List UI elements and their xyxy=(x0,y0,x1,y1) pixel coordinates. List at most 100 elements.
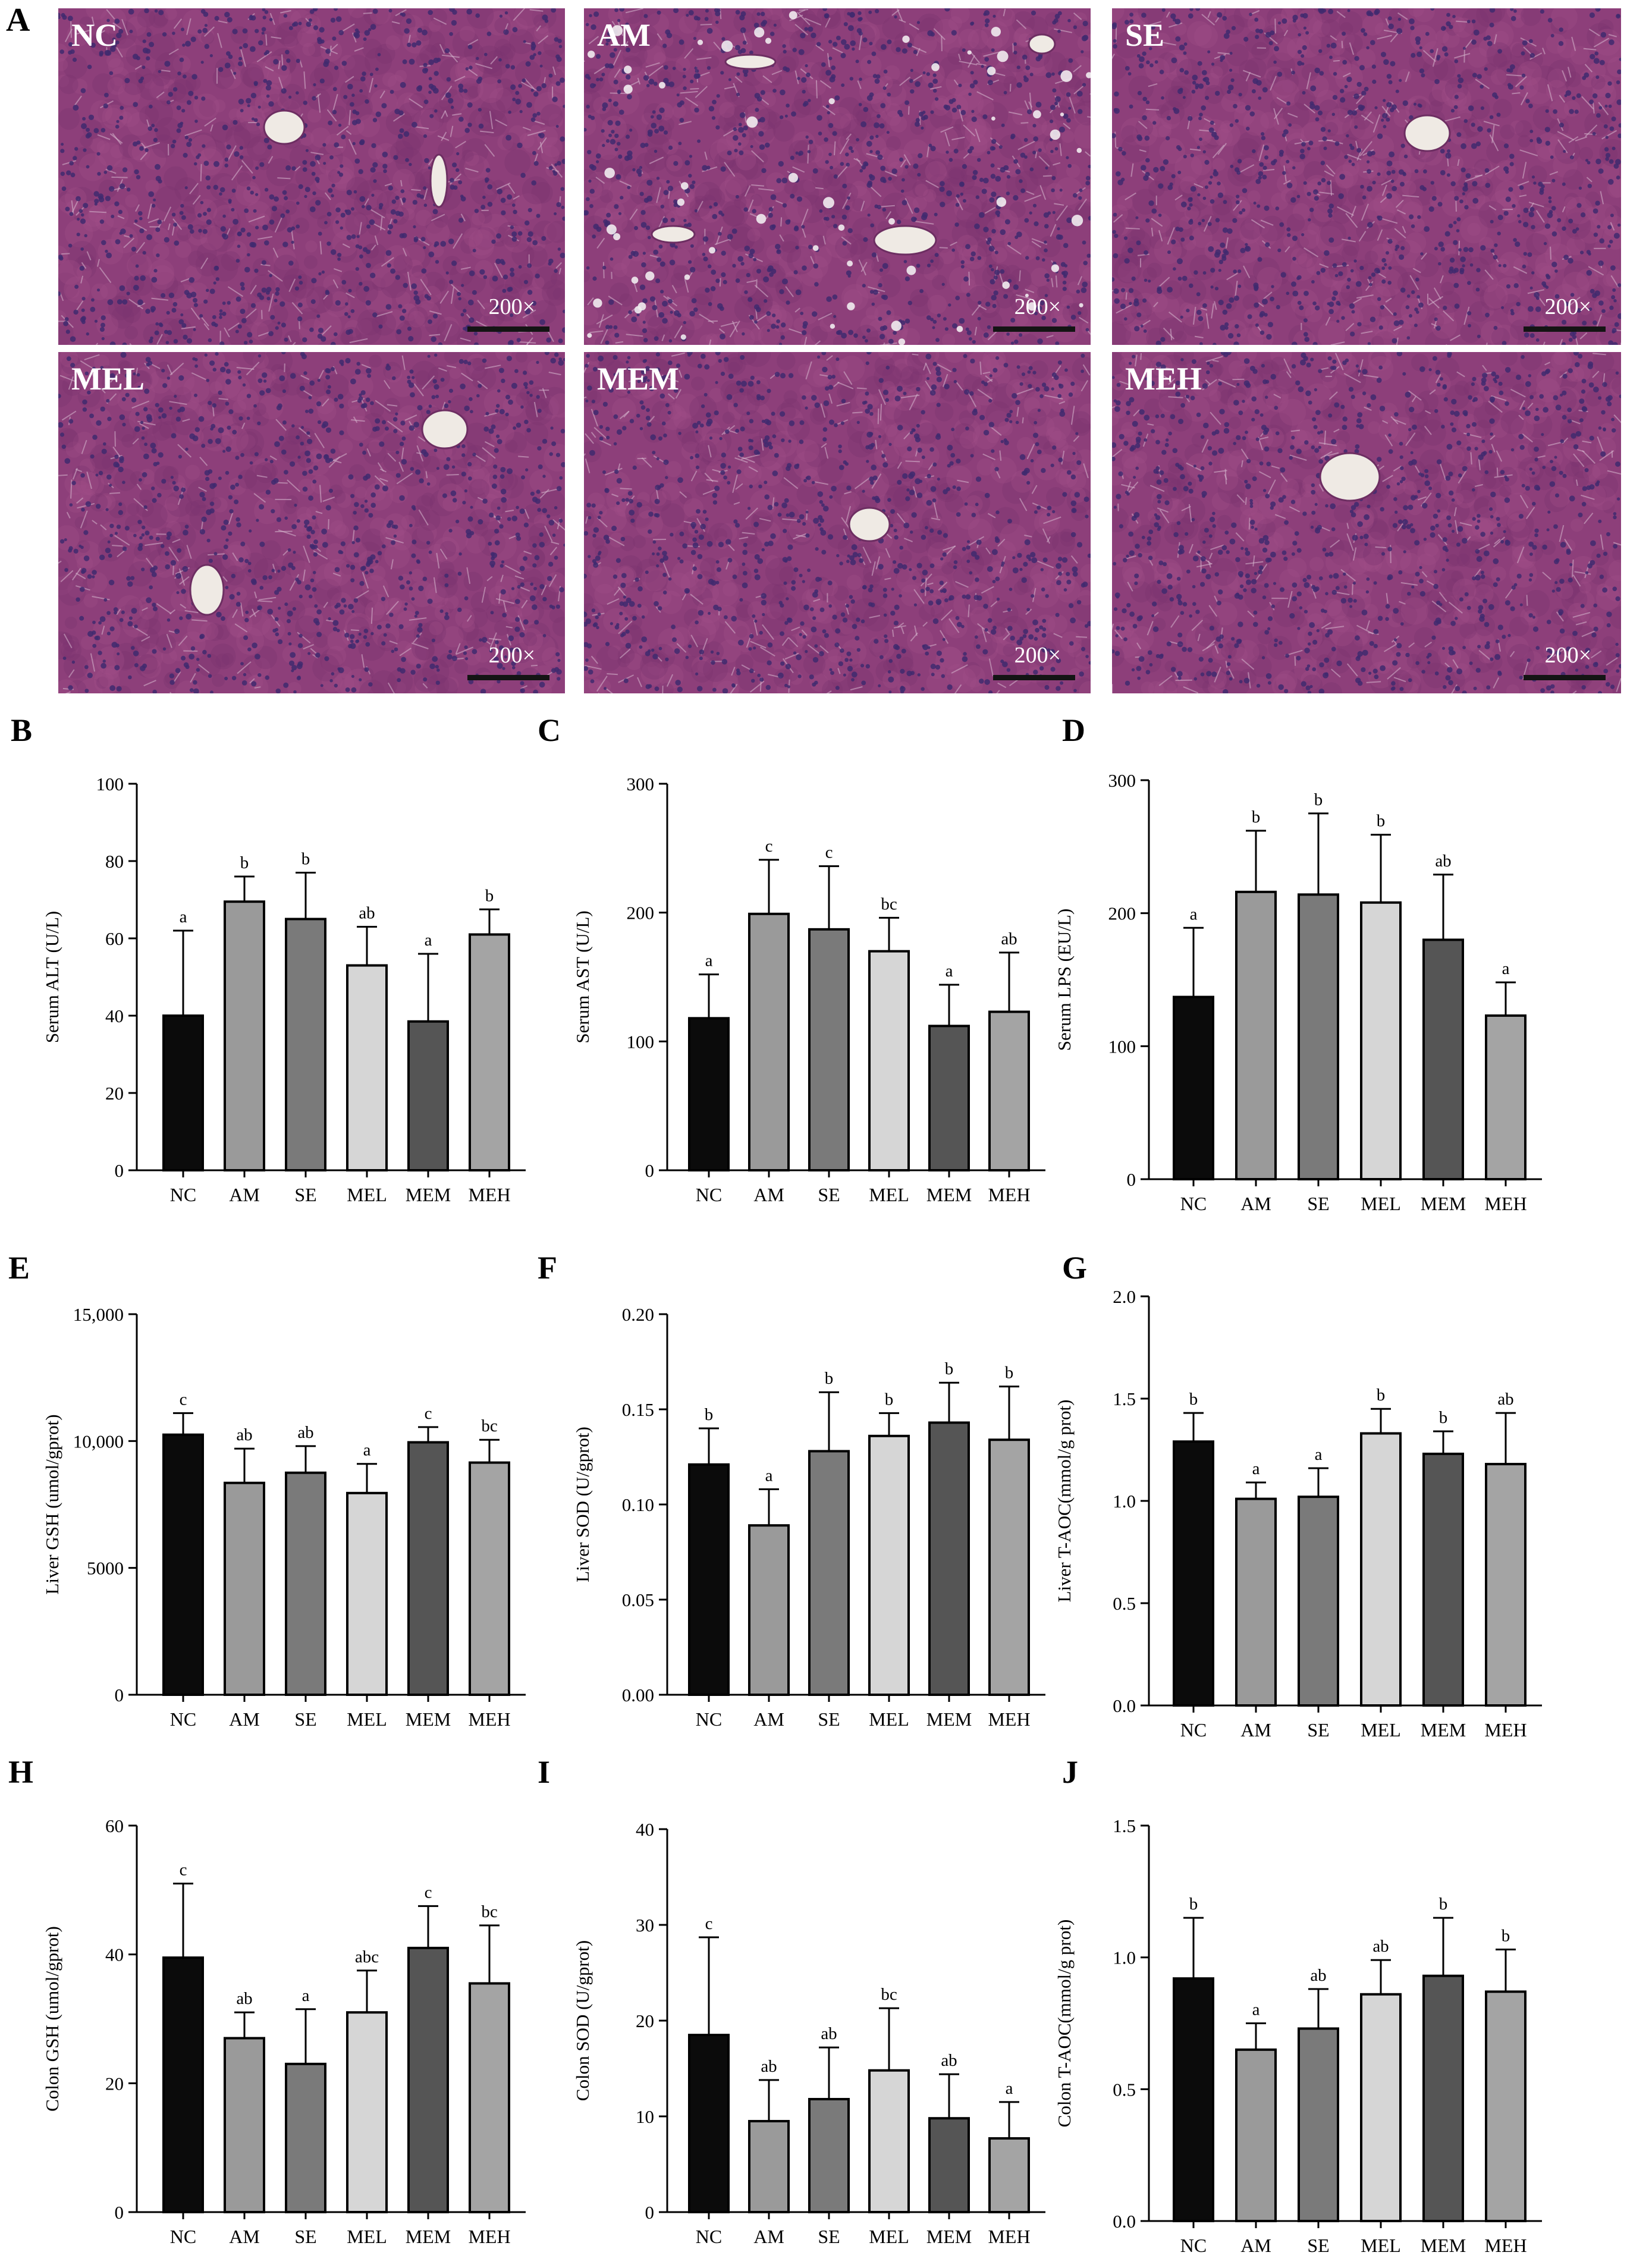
y-axis-title: Serum LPS (EU/L) xyxy=(1054,909,1075,1051)
scale-bar xyxy=(1524,675,1606,680)
bar-se xyxy=(808,1450,850,1696)
y-tick-label: 20 xyxy=(105,1083,124,1104)
x-tick-label: NC xyxy=(170,2226,196,2247)
bar-meh xyxy=(988,1438,1030,1696)
y-axis-title: Liver GSH (umol/gprot) xyxy=(42,1414,62,1594)
bar-nc xyxy=(162,1014,204,1171)
y-tick-label: 5000 xyxy=(87,1558,124,1579)
y-axis-title: Liver T-AOC(mmol/g prot) xyxy=(1054,1400,1075,1603)
bar-mem xyxy=(1422,938,1464,1181)
panel-letter-a: A xyxy=(6,2,30,39)
bar-mel xyxy=(868,2069,910,2213)
bar-mem xyxy=(928,2117,970,2213)
scale-bar xyxy=(467,326,549,332)
x-tick-label: AM xyxy=(229,1184,260,1205)
significance-letter: c xyxy=(765,837,773,856)
bar-se xyxy=(285,1471,326,1697)
x-tick-label: MEM xyxy=(926,1184,972,1205)
y-tick-label: 100 xyxy=(627,1031,655,1052)
y-tick-label: 80 xyxy=(105,851,124,872)
y-tick-label: 40 xyxy=(105,1945,124,1965)
significance-letter: b xyxy=(1377,812,1386,831)
y-tick-label: 1.0 xyxy=(1113,1491,1136,1512)
y-tick-label: 0.5 xyxy=(1113,2079,1136,2100)
micrograph-am: AM 200× xyxy=(584,8,1091,345)
bar-mel xyxy=(1360,1432,1402,1707)
significance-letter: ab xyxy=(236,1425,252,1444)
bar-se xyxy=(285,2062,326,2213)
y-tick-label: 300 xyxy=(1108,770,1136,791)
significance-letter: b xyxy=(1439,1895,1448,1914)
bar-am xyxy=(224,2037,265,2213)
bar-nc xyxy=(1173,1440,1214,1707)
bar-mem xyxy=(928,1421,970,1696)
x-tick-label: AM xyxy=(753,1708,784,1730)
x-tick-label: SE xyxy=(294,2226,316,2247)
x-tick-label: MEH xyxy=(1484,1193,1527,1214)
significance-letter: c xyxy=(425,1404,432,1423)
bar-am xyxy=(224,900,265,1171)
significance-letter: a xyxy=(1252,2000,1260,2019)
x-tick-label: MEL xyxy=(1361,1193,1401,1214)
micrograph-se: SE 200× xyxy=(1112,8,1621,345)
x-tick-label: AM xyxy=(1240,2235,1271,2256)
magnification-label: 200× xyxy=(1544,643,1591,668)
bar-meh xyxy=(469,1982,510,2214)
bar-nc xyxy=(162,1956,204,2213)
bar-mel xyxy=(1360,1993,1402,2223)
x-tick-label: NC xyxy=(1180,1719,1207,1741)
y-tick-label: 0 xyxy=(645,1160,655,1181)
bar-am xyxy=(1235,890,1277,1180)
y-axis-title: Serum AST (U/L) xyxy=(572,910,593,1043)
bar-mel xyxy=(346,2011,388,2214)
x-tick-label: MEL xyxy=(347,1708,387,1730)
y-tick-label: 2.0 xyxy=(1113,1286,1136,1307)
significance-letter: abc xyxy=(355,1947,379,1967)
x-tick-label: SE xyxy=(818,1708,840,1730)
bar-mem xyxy=(407,1020,449,1171)
micrograph-meh: MEH 200× xyxy=(1112,352,1621,693)
bar-se xyxy=(1298,2027,1339,2223)
micrograph-label: NC xyxy=(71,17,118,53)
panel-letter-h: H xyxy=(8,1754,33,1790)
x-tick-label: MEH xyxy=(1484,2235,1527,2256)
bar-am xyxy=(748,1524,790,1696)
y-tick-label: 1.5 xyxy=(1113,1389,1136,1409)
significance-letter: ab xyxy=(297,1423,313,1442)
significance-letter: ab xyxy=(236,1989,252,2008)
significance-letter: bc xyxy=(881,1985,897,2004)
x-tick-label: AM xyxy=(753,1184,784,1205)
significance-letter: a xyxy=(1252,1459,1260,1478)
y-tick-label: 0.00 xyxy=(622,1685,654,1705)
magnification-label: 200× xyxy=(1544,294,1591,319)
significance-letter: b xyxy=(945,1359,954,1378)
x-tick-label: MEL xyxy=(1361,2235,1401,2256)
x-tick-label: AM xyxy=(229,2226,260,2247)
x-tick-label: SE xyxy=(1307,1719,1329,1741)
micrograph-label: MEH xyxy=(1125,361,1202,397)
y-tick-label: 0 xyxy=(1127,1169,1136,1190)
bar-mel xyxy=(868,1434,910,1697)
bar-mel xyxy=(868,950,910,1171)
x-tick-label: MEL xyxy=(347,1184,387,1205)
y-tick-label: 60 xyxy=(105,1815,124,1836)
x-tick-label: MEH xyxy=(468,1708,510,1730)
significance-letter: ab xyxy=(1372,1937,1389,1956)
bar-nc xyxy=(688,1463,730,1697)
significance-letter: bc xyxy=(481,1416,497,1435)
y-tick-label: 0.05 xyxy=(622,1590,654,1610)
x-tick-label: NC xyxy=(696,1184,722,1205)
bar-meh xyxy=(469,933,510,1171)
bar-meh xyxy=(1485,1990,1527,2223)
x-tick-label: SE xyxy=(1307,2235,1329,2256)
x-tick-label: MEH xyxy=(1484,1719,1527,1741)
y-tick-label: 0 xyxy=(645,2202,655,2223)
x-tick-label: MEH xyxy=(988,1708,1030,1730)
y-tick-label: 0.20 xyxy=(622,1304,654,1325)
micrograph-nc: NC 200× xyxy=(58,8,565,345)
panel-letter-e: E xyxy=(8,1250,30,1286)
bar-mem xyxy=(407,1946,449,2213)
y-tick-label: 15,000 xyxy=(73,1304,124,1325)
panel-letter-g: G xyxy=(1062,1250,1087,1286)
